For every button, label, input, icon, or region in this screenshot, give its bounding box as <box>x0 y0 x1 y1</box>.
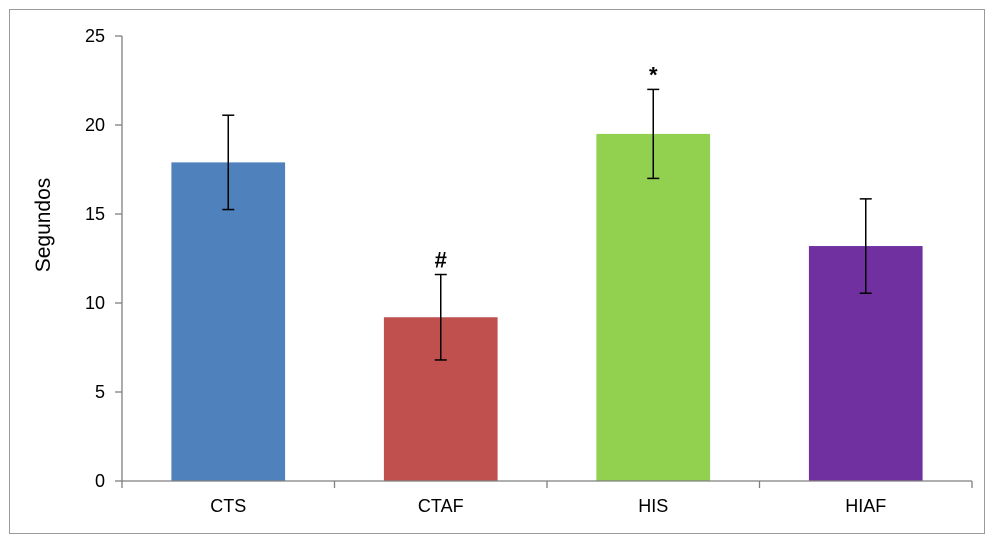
bars-group <box>171 133 923 481</box>
y-axis-title: Segundos <box>32 178 55 273</box>
bar-cts <box>171 162 286 481</box>
significance-marker-his: * <box>649 62 658 87</box>
y-tick-label: 20 <box>85 115 105 135</box>
y-tick-label: 5 <box>95 382 105 402</box>
y-tick-label: 15 <box>85 204 105 224</box>
y-tick-label: 0 <box>95 471 105 491</box>
x-tick-label-hiaf: HIAF <box>845 496 886 516</box>
error-bars-group <box>222 88 872 361</box>
x-tick-label-cts: CTS <box>210 496 246 516</box>
bar-his <box>596 133 711 481</box>
labels-group: 0 5 10 15 20 25 CTS # CTAF * HIS HIAF <box>85 26 886 516</box>
y-tick-label: 25 <box>85 26 105 46</box>
significance-marker-ctaf: # <box>435 248 447 273</box>
axes-group <box>115 35 973 488</box>
x-tick-label-ctaf: CTAF <box>418 496 464 516</box>
x-tick-label-his: HIS <box>638 496 668 516</box>
y-tick-label: 10 <box>85 293 105 313</box>
